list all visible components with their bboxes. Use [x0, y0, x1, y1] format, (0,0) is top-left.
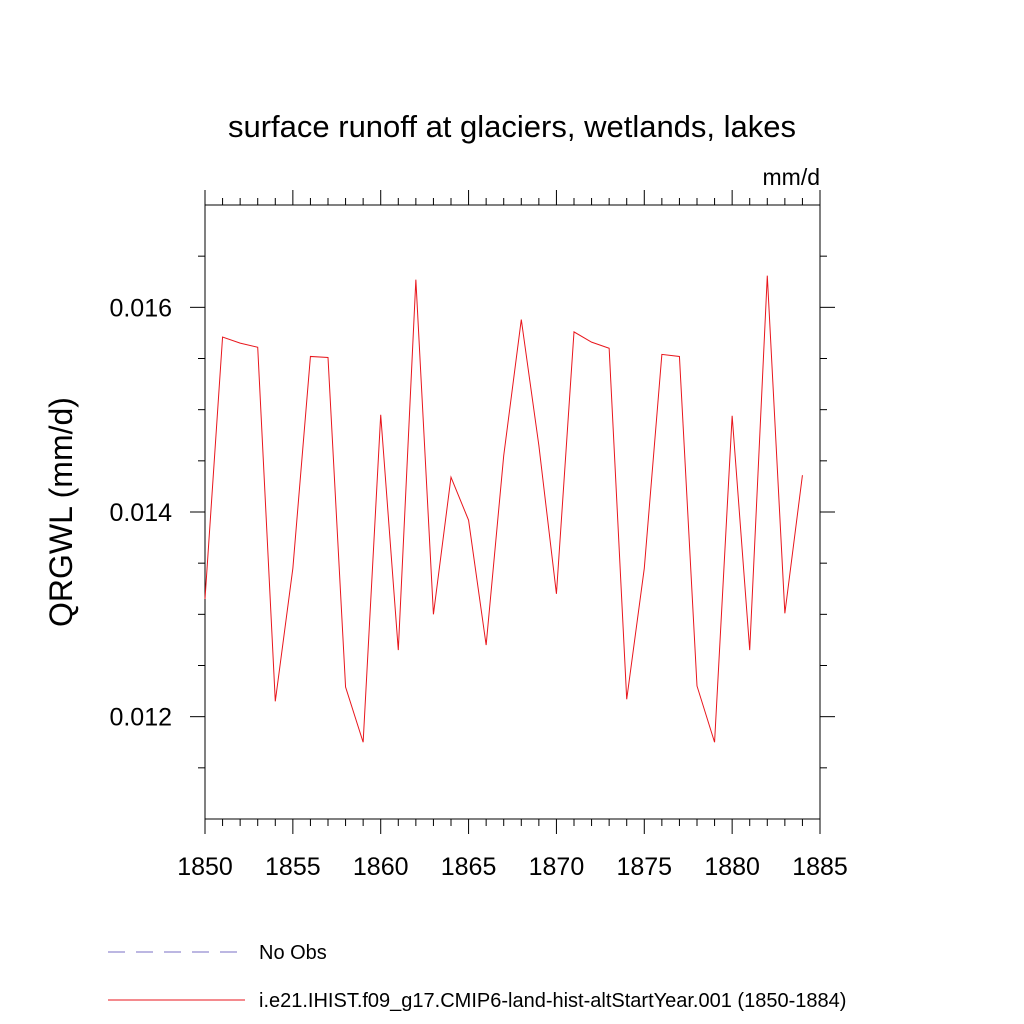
units-label: mm/d: [763, 164, 821, 190]
axes: 1850 1855 1860 1865 1870 1875 1880 1885 0.012 0.0…: [109, 190, 848, 881]
y-tick-label: 0.016: [109, 294, 172, 322]
y-axis-label: QRGWL (mm/d): [43, 397, 79, 627]
x-tick-label: 1880: [704, 853, 760, 881]
x-tick-label: 1885: [792, 853, 848, 881]
x-tick-label: 1855: [265, 853, 321, 881]
series-line: [204, 275, 803, 743]
x-tick-label: 1870: [529, 853, 585, 881]
y-tick-label: 0.014: [109, 499, 172, 527]
legend: No Obs i.e21.IHIST.f09_g17.CMIP6-land-his…: [108, 942, 846, 1012]
legend-label: No Obs: [259, 942, 327, 964]
x-tick-label: 1875: [616, 853, 672, 881]
legend-label: i.e21.IHIST.f09_g17.CMIP6-land-hist-altS…: [259, 990, 846, 1012]
x-tick-label: 1865: [441, 853, 497, 881]
chart-title: surface runoff at glaciers, wetlands, la…: [228, 109, 796, 144]
x-tick-label: 1850: [177, 853, 233, 881]
x-tick-label: 1860: [353, 853, 409, 881]
plot-area: [204, 275, 803, 743]
y-tick-label: 0.012: [109, 704, 172, 732]
